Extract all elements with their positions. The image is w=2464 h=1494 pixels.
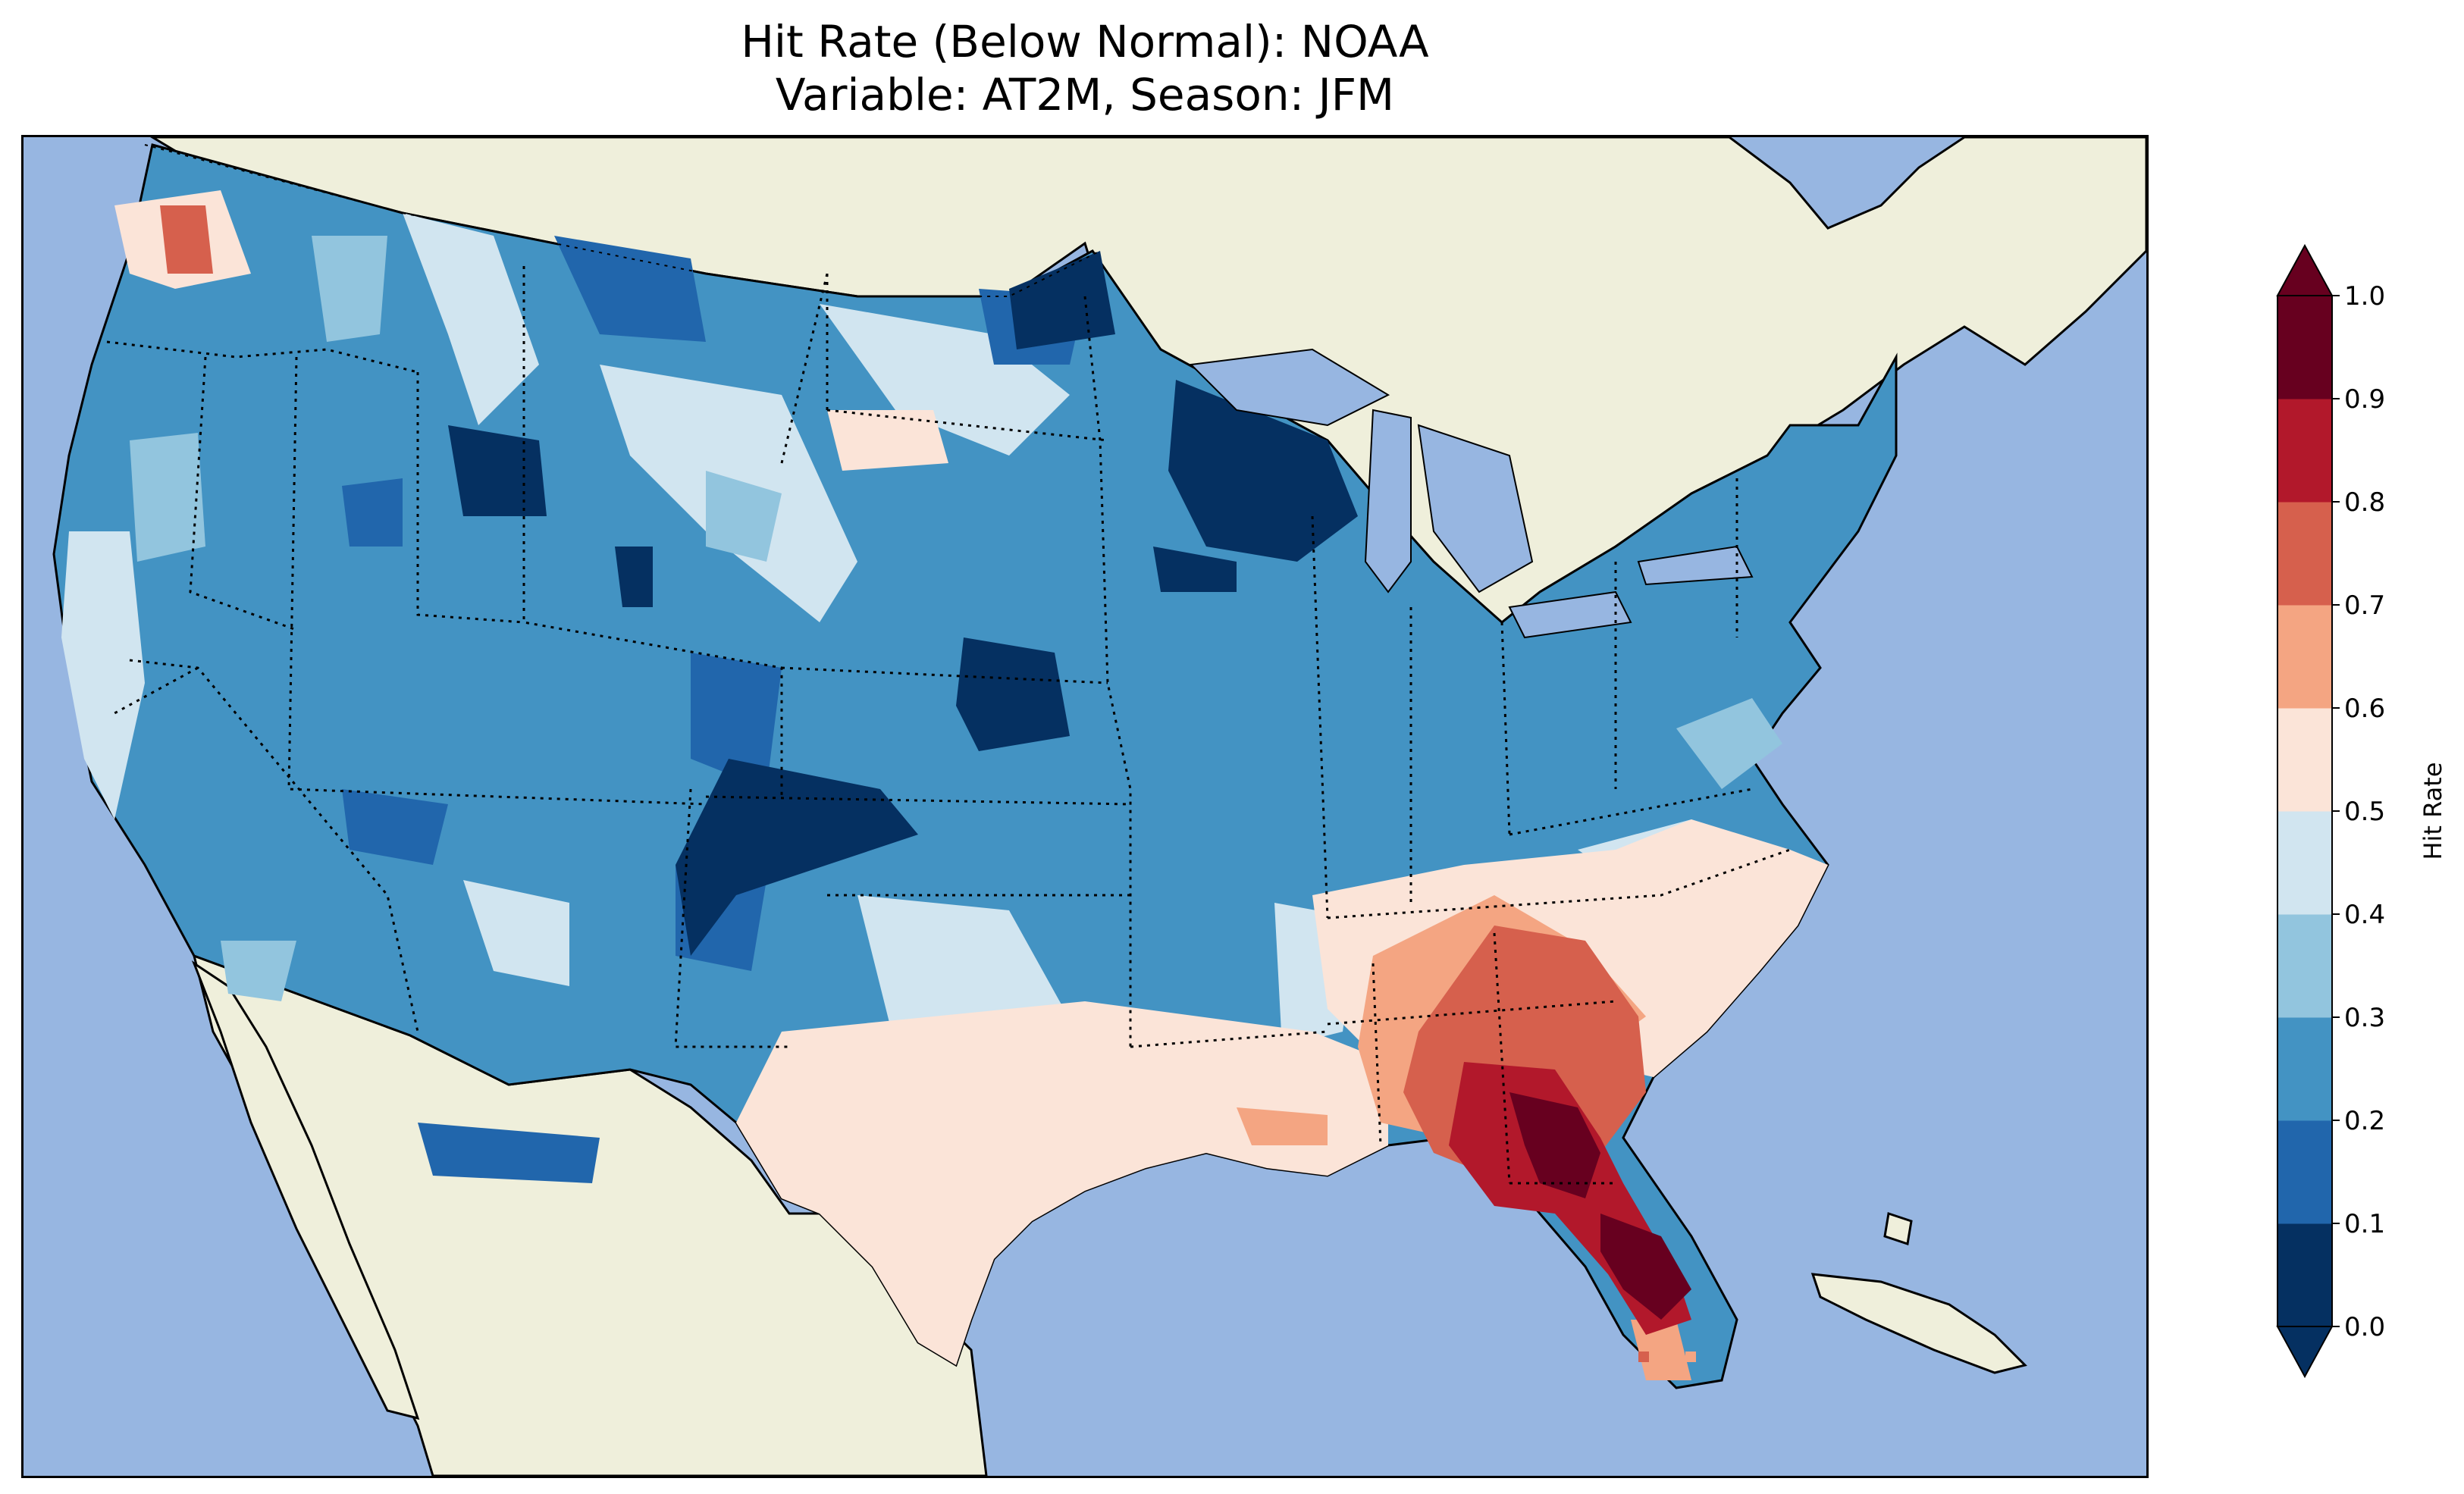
keys-cell-3 [1685,1351,1696,1362]
colorbar-tick-label: 0.8 [2344,487,2385,518]
colorbar-tick-label: 0.2 [2344,1106,2385,1136]
colorbar-tick-label: 0.3 [2344,1003,2385,1033]
colorbar-bin [2277,296,2332,399]
keys-cell-1 [1638,1351,1649,1362]
colorbar-bin [2277,1223,2332,1327]
colorbar-tick-label: 0.1 [2344,1209,2385,1239]
colorbar-bin [2277,502,2332,606]
us-canada-border [144,144,1101,297]
bahamas-island [1883,1212,1913,1245]
colorbar-over-extend [2276,243,2334,296]
colorbar-tick-label: 0.9 [2344,384,2385,415]
map-panel[interactable] [21,135,2149,1478]
colorbar-tick-label: 0.7 [2344,590,2385,621]
colorbar-bin [2277,1017,2332,1121]
title-line-1: Hit Rate (Below Normal): NOAA [741,16,1429,67]
colorbar-under-extend [2276,1326,2334,1379]
colorbar-bin [2277,708,2332,812]
colorbar-svg: 0.0 0.1 0.2 0.3 0.4 0.5 0.6 0.7 0.8 0.9 1.0 Hit Ra… [2276,243,2447,1379]
colorbar-bin [2277,1120,2332,1224]
title-line-2: Variable: AT2M, Season: JFM [775,69,1395,121]
keys-cell-2 [1663,1351,1673,1362]
hit-rate-field [61,190,1828,1380]
colorbar-tick-label: 0.4 [2344,900,2385,930]
colorbar-tick-label: 0.6 [2344,694,2385,724]
colorbar-tick-label: 0.0 [2344,1312,2385,1342]
colorbar-bin [2277,399,2332,503]
colorbar-bin [2277,914,2332,1018]
colorbar-bin [2277,811,2332,915]
map-svg [24,137,2146,1476]
colorbar-tick-label: 1.0 [2344,281,2385,312]
cuba-island [1810,1273,2027,1374]
map-title: Hit Rate (Below Normal): NOAA Variable: … [21,15,2149,121]
colorbar: 0.0 0.1 0.2 0.3 0.4 0.5 0.6 0.7 0.8 0.9 1.0 Hit Ra… [2267,235,2464,1387]
colorbar-label: Hit Rate [2419,762,2447,860]
state-borders [106,266,1791,1185]
great-lakes [1189,348,1754,639]
colorbar-tick-label: 0.5 [2344,797,2385,827]
baja-land [191,960,420,1420]
colorbar-bin [2277,605,2332,709]
